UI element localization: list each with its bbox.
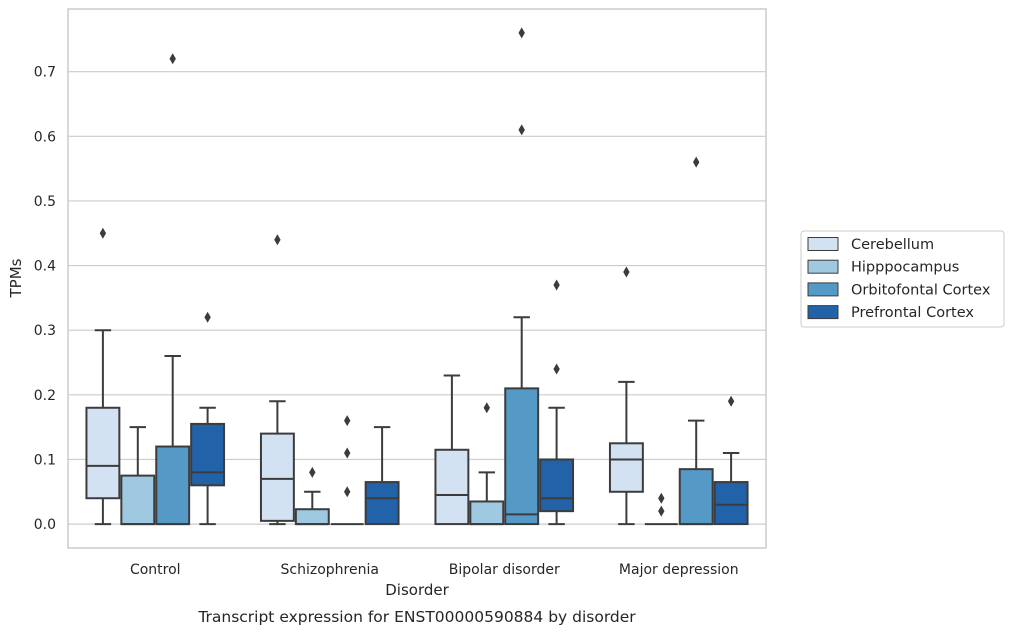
outlier-point	[518, 27, 525, 39]
y-tick-label: 0.7	[34, 65, 56, 81]
box-2-2	[504, 27, 540, 526]
box-2-0	[434, 374, 470, 526]
x-tick-label: Control	[130, 562, 181, 578]
x-axis-label: Disorder	[385, 581, 449, 599]
outlier-point	[344, 447, 351, 459]
y-tick-label: 0.4	[34, 259, 56, 275]
box-body	[120, 474, 156, 526]
legend-swatch	[807, 305, 839, 320]
box-1-0	[259, 234, 295, 526]
box-body	[678, 468, 714, 526]
box-0-0	[85, 227, 121, 526]
outlier-point	[693, 156, 700, 168]
y-tick-labels: 0.0 0.1 0.2 0.3 0.4 0.5 0.6 0.7	[34, 65, 56, 533]
outlier-point	[169, 53, 176, 65]
outlier-point	[344, 415, 351, 427]
legend-frame	[800, 230, 1005, 328]
box-3-3	[713, 395, 749, 526]
y-tick-label: 0.3	[34, 323, 56, 339]
box-body	[155, 445, 191, 526]
box-2-3	[539, 279, 575, 526]
legend-label: Orbitofontal Cortex	[851, 282, 991, 298]
box-3-0	[608, 266, 644, 526]
box-body	[608, 442, 644, 493]
outlier-point	[553, 279, 560, 291]
outlier-point	[727, 395, 735, 407]
box-body	[469, 500, 505, 526]
legend-label: Cerebellum	[851, 237, 934, 253]
outlier-point	[204, 311, 211, 323]
y-tick-label: 0.1	[34, 452, 56, 468]
box-0-2	[155, 53, 191, 526]
legend-label: Prefrontal Cortex	[851, 305, 974, 321]
legend-swatch	[807, 237, 839, 251]
box-body	[539, 458, 575, 513]
y-tick-label: 0.2	[34, 388, 56, 404]
outlier-point	[553, 363, 560, 375]
y-tick-label: 0.6	[34, 129, 56, 145]
outlier-point	[274, 234, 281, 246]
box-1-3	[364, 426, 400, 526]
box-body	[504, 387, 540, 526]
box-body	[713, 481, 749, 526]
x-tick-label: Bipolar disorder	[449, 562, 560, 578]
legend-swatch	[807, 282, 839, 297]
outlier-point	[658, 505, 665, 517]
plot-frame	[67, 8, 767, 549]
box-body	[364, 481, 400, 526]
legend-label: Hipppocampus	[851, 260, 959, 276]
outlier-point	[99, 227, 107, 239]
outlier-point	[309, 466, 316, 478]
x-tick-labels: Control Schizophrenia Bipolar disorder Majo…	[130, 562, 739, 578]
box-layer	[85, 27, 749, 526]
box-0-1	[120, 426, 156, 526]
outlier-point	[344, 486, 351, 498]
box-0-3	[190, 311, 226, 526]
box-3-1	[644, 492, 678, 526]
box-body	[259, 432, 295, 522]
legend: Cerebellum Hipppocampus Orbitofontal Corte…	[800, 230, 1005, 328]
outlier-point	[518, 124, 525, 136]
box-body	[85, 406, 121, 500]
x-tick-label: Major depression	[619, 562, 739, 578]
y-tick-label: 0.0	[34, 517, 56, 533]
y-axis-label: TPMs	[7, 258, 25, 298]
outlier-point	[658, 492, 665, 504]
chart-caption: Transcript expression for ENST0000059088…	[197, 608, 636, 626]
box-1-2	[330, 415, 364, 526]
box-body	[434, 448, 470, 526]
legend-swatch	[807, 259, 839, 274]
box-body	[190, 422, 226, 487]
outlier-point	[623, 266, 630, 278]
box-3-2	[678, 156, 714, 526]
box-2-1	[469, 402, 505, 526]
outlier-point	[483, 402, 490, 414]
y-tick-label: 0.5	[34, 194, 56, 210]
box-1-1	[294, 466, 330, 526]
x-tick-label: Schizophrenia	[281, 562, 379, 578]
box-body	[294, 508, 330, 526]
